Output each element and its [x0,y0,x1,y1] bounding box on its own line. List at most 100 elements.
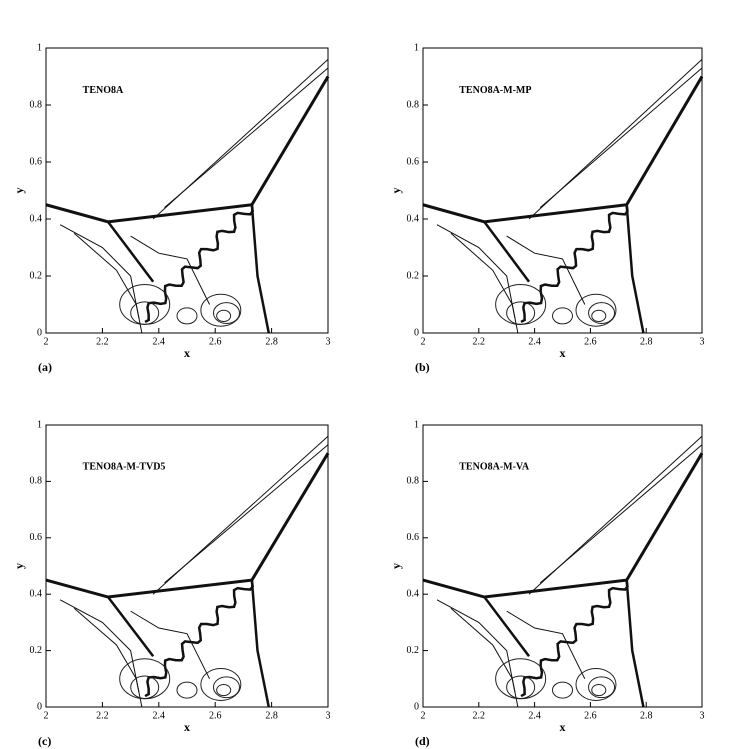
y-tick-label: 0 [37,327,42,338]
panel-label: (b) [415,360,430,374]
contour-line [591,683,607,697]
y-axis-label: y [389,188,403,194]
contour-line [539,67,703,208]
contour-line [422,452,704,599]
contour-line [144,579,254,698]
x-tick-label: 2.2 [96,710,109,721]
x-tick-label: 2.2 [473,710,486,721]
x-tick-label: 2.6 [584,336,597,347]
panel-title: TENO8A-M-MP [459,85,531,96]
x-tick-label: 2.6 [209,710,222,721]
panel-title: TENO8A-M-TVD5 [83,462,166,473]
contour-line [506,235,586,305]
y-axis-label: y [12,563,26,569]
y-tick-label: 0.4 [30,588,43,599]
contour-line [436,224,516,319]
y-tick-label: 0.4 [407,213,420,224]
plot-frame [45,424,329,708]
y-axis-label: y [389,563,403,569]
contour-line [520,204,629,324]
y-tick-label: 1 [37,42,42,53]
y-tick-label: 0.6 [407,156,420,167]
y-tick-label: 0.6 [30,532,43,543]
x-tick-label: 3 [326,336,331,347]
y-tick-label: 0.8 [30,99,43,110]
y-tick-label: 0 [37,701,42,712]
y-tick-label: 0.8 [407,476,420,487]
contour-line [450,607,519,708]
y-tick-label: 0.6 [407,532,420,543]
contour-line [212,302,240,324]
contour-line [216,683,232,697]
y-tick-label: 0 [414,327,419,338]
contour-line [73,232,143,334]
contour-line [483,221,531,283]
panel-label: (a) [38,360,52,374]
x-tick-label: 2.8 [265,336,278,347]
panel-title: TENO8A [83,85,124,96]
x-tick-label: 3 [700,336,705,347]
contour-line [539,444,703,584]
contour-line [119,658,171,700]
contour-line [59,599,140,693]
contour-line [495,658,547,700]
y-tick-label: 0.2 [30,270,43,281]
contour-line [216,309,232,322]
contour-line [212,676,240,699]
contour-line [250,580,271,708]
x-tick-label: 2.8 [640,336,653,347]
y-tick-label: 0.2 [30,645,43,656]
x-tick-label: 2.8 [640,710,653,721]
x-tick-label: 2.2 [473,336,486,347]
panel: 2 2.2 2.4 2.6 2.8 3 0 0.2 0.4 0.6 0.8 1 x y TENO8A (a) [12,42,331,373]
y-tick-label: 1 [37,419,42,430]
contour-line [59,224,140,319]
contour-line [575,293,617,327]
x-tick-label: 3 [326,710,331,721]
contour-line [591,309,607,322]
contour-line [176,307,198,325]
panel-label: (d) [415,734,430,748]
y-tick-label: 0.6 [30,156,43,167]
x-tick-label: 2.4 [153,710,166,721]
x-tick-label: 2.4 [153,336,166,347]
contour-line [250,204,271,334]
contour-line [130,235,211,305]
panel-label: (c) [38,734,51,748]
plot-frame [422,47,703,334]
y-tick-label: 1 [414,42,419,53]
contour-line [436,599,516,693]
contour-line [552,681,573,699]
y-tick-label: 0.4 [407,588,420,599]
x-tick-label: 2.8 [265,710,278,721]
contour-line [164,444,329,584]
contour-line [495,284,547,325]
x-axis-label: x [184,720,190,734]
contour-line [520,579,629,698]
contour-line [625,580,645,708]
contour-line [200,667,242,701]
panel-title: TENO8A-M-VA [459,462,530,473]
panel: 2 2.2 2.4 2.6 2.8 3 0 0.2 0.4 0.6 0.8 1 x y TENO8A-M-M… [389,42,705,373]
contour-line [130,610,211,680]
plot-frame [45,47,329,334]
x-tick-label: 2.4 [528,336,541,347]
contour-line [176,681,198,699]
contour-line [144,204,254,324]
contour-line [119,284,171,325]
x-tick-label: 2.2 [96,336,109,347]
panel: 2 2.2 2.4 2.6 2.8 3 0 0.2 0.4 0.6 0.8 1 x y TENO8A-M-T… [12,419,331,747]
y-tick-label: 0.4 [30,213,43,224]
x-axis-label: x [184,346,190,360]
x-tick-label: 2.4 [528,710,541,721]
contour-line [164,67,329,208]
x-tick-label: 2.6 [209,336,222,347]
plot-frame [422,424,703,708]
x-tick-label: 2 [44,710,49,721]
contour-line [483,596,531,657]
contour-line [45,75,330,224]
contour-line [506,610,586,680]
contour-line [552,307,573,325]
x-tick-label: 2 [44,336,49,347]
